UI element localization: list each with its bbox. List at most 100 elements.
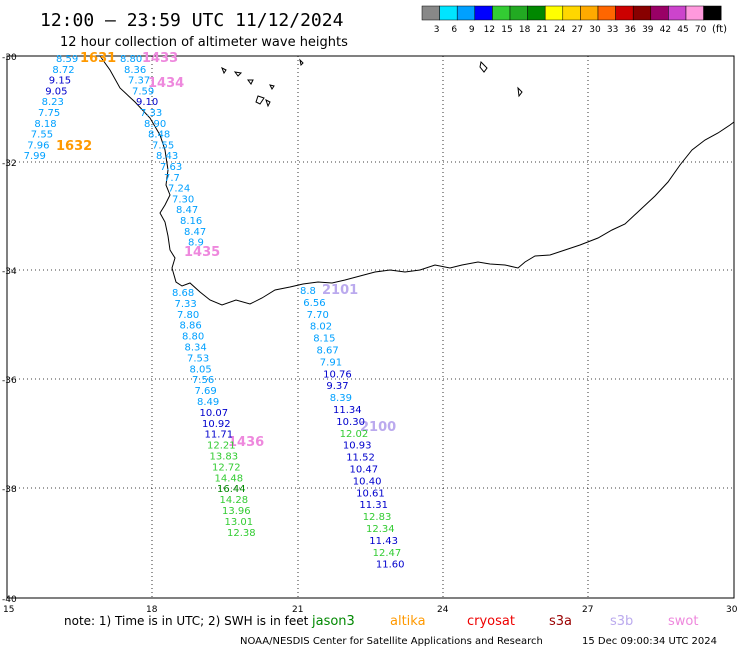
wave-height-value: 9.37 <box>326 381 348 392</box>
wave-height-value: 8.9 <box>188 238 204 249</box>
wave-height-value: 11.31 <box>359 500 388 511</box>
wave-height-value: 12.21 <box>207 441 236 452</box>
wave-height-value: 7.75 <box>38 108 60 119</box>
wave-height-value: 7.99 <box>24 151 46 162</box>
lon-tick: 27 <box>582 605 593 615</box>
wave-height-value: 7.24 <box>168 184 190 195</box>
wave-height-value: 13.83 <box>210 452 239 463</box>
lon-tick: 30 <box>726 605 738 615</box>
colorbar-unit: (ft) <box>712 24 727 35</box>
colorbar-swatch <box>456 5 476 21</box>
colorbar-tick: 21 <box>536 25 547 35</box>
wave-height-value: 12.83 <box>363 512 392 523</box>
wave-height-value: 7.63 <box>160 162 182 173</box>
colorbar-tick: 70 <box>695 25 707 35</box>
pass-labels: 1631 1433 1434 1632 1435 2101 2100 1436 <box>56 51 396 450</box>
satellite-legend: jason3 altika cryosat s3a s3b swot <box>311 614 698 629</box>
wave-height-value: 12.72 <box>212 462 241 473</box>
colorbar-tick: 45 <box>677 25 688 35</box>
colorbar-tick: 6 <box>451 25 457 35</box>
colorbar-swatch <box>668 5 687 21</box>
wave-height-value: 13.01 <box>225 517 254 528</box>
colorbar-swatch <box>703 5 722 21</box>
wave-height-value: 11.71 <box>205 430 234 441</box>
colorbar-tick: 15 <box>501 25 512 35</box>
wave-height-value: 11.43 <box>369 536 398 547</box>
lat-tick: -40 <box>2 595 17 605</box>
wave-height-value: 8.16 <box>180 216 202 227</box>
wave-height-value: 8.36 <box>124 65 146 76</box>
wave-height-value: 8.39 <box>330 393 352 404</box>
wave-height-value: 11.34 <box>333 405 362 416</box>
wave-height-value: 8.90 <box>144 119 166 130</box>
lat-axis: -30 -32 -34 -36 -38 -40 <box>2 53 17 605</box>
colorbar-swatch <box>544 5 564 21</box>
wave-height-value: 8.80 <box>120 54 142 65</box>
colorbar-swatch <box>421 5 440 21</box>
wave-height-value: 8.43 <box>156 151 178 162</box>
colorbar-tick: 18 <box>519 25 531 35</box>
colorbar-swatch <box>597 5 616 21</box>
wave-height-value: 8.59 <box>56 54 78 65</box>
colorbar-swatch <box>527 5 546 21</box>
colorbar-tick: 30 <box>589 25 601 35</box>
lon-tick: 18 <box>146 605 158 615</box>
footer-credit: NOAA/NESDIS Center for Satellite Applica… <box>240 636 543 647</box>
colorbar-swatch <box>650 5 669 21</box>
lon-tick: 24 <box>437 605 449 615</box>
wave-height-value: 7.30 <box>172 194 194 205</box>
wave-height-value: 8.49 <box>197 397 219 408</box>
wave-height-value: 7.55 <box>31 130 53 141</box>
colorbar-tick: 9 <box>469 25 475 35</box>
wave-height-value: 12.02 <box>340 429 369 440</box>
wave-height-value: 8.80 <box>182 332 204 343</box>
wave-height-value: 8.86 <box>180 321 202 332</box>
wave-height-value: 8.34 <box>185 343 207 354</box>
colorbar-swatch <box>615 5 634 21</box>
pass-label: 1632 <box>56 139 92 154</box>
wave-height-value: 7.33 <box>140 108 162 119</box>
wave-height-value: 7.59 <box>132 86 154 97</box>
lon-tick: 21 <box>292 605 303 615</box>
wave-height-value: 11.60 <box>376 560 405 571</box>
wave-height-value: 10.76 <box>323 369 352 380</box>
wave-height-value: 12.38 <box>227 528 256 539</box>
wave-height-value: 8.72 <box>52 65 74 76</box>
lat-tick: -34 <box>2 267 17 277</box>
map-frame <box>6 55 735 599</box>
lat-tick: -30 <box>2 53 17 63</box>
wave-height-value: 9.10 <box>136 97 158 108</box>
map-title: 12:00 — 23:59 UTC 11/12/2024 <box>40 10 343 31</box>
wave-height-value: 8.23 <box>42 97 64 108</box>
wave-height-value: 10.40 <box>353 476 382 487</box>
wave-height-value: 8.47 <box>184 227 206 238</box>
colorbar-swatch <box>632 5 652 21</box>
wave-height-value: 8.02 <box>310 322 332 333</box>
wave-height-value: 10.07 <box>200 408 229 419</box>
wave-height-value: 7.91 <box>320 357 342 368</box>
sat-cryosat: cryosat <box>467 614 515 629</box>
sat-s3a: s3a <box>549 614 572 629</box>
colorbar-tick: 27 <box>572 25 583 35</box>
colorbar-swatch <box>439 5 458 21</box>
wave-height-value: 7.33 <box>175 299 197 310</box>
wave-height-value: 7.56 <box>192 375 214 386</box>
wave-height-value: 13.96 <box>222 506 251 517</box>
pass-label: 1433 <box>142 51 178 66</box>
sat-altika: altika <box>390 614 426 629</box>
wave-height-value: 10.93 <box>343 441 372 452</box>
pass-label: 2100 <box>360 420 396 435</box>
lon-axis: 15 18 21 24 27 30 <box>3 605 738 615</box>
wave-height-value: 8.15 <box>313 334 335 345</box>
pass-label: 1435 <box>184 245 220 260</box>
wave-height-value: 7.37 <box>128 76 150 87</box>
pass-label: 1434 <box>148 76 184 91</box>
colorbar-swatch <box>562 5 581 21</box>
coastline <box>99 55 735 306</box>
colorbar-tick: 42 <box>660 25 671 35</box>
footer-note: note: 1) Time is in UTC; 2) SWH is in fe… <box>64 614 309 628</box>
wave-height-value: 10.30 <box>336 417 365 428</box>
wave-height-value: 12.47 <box>373 548 402 559</box>
wave-height-value: 11.52 <box>346 453 375 464</box>
wave-height-value: 8.05 <box>190 364 212 375</box>
